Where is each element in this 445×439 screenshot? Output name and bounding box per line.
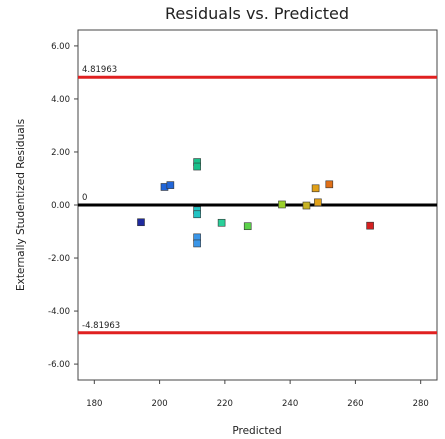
x-tick-label: 200 — [151, 399, 167, 409]
data-point — [314, 198, 322, 207]
zero-line-label: 0 — [82, 193, 87, 203]
y-tick-label: -2.00 — [48, 254, 70, 264]
data-point — [243, 222, 252, 231]
data-point — [366, 221, 374, 230]
x-axis: 180 200 220 240 260 280 — [86, 380, 429, 409]
data-point — [137, 218, 145, 227]
data-point — [166, 181, 175, 189]
y-tick-label: 0.00 — [51, 201, 70, 211]
x-tick-label: 180 — [86, 399, 102, 409]
x-tick-label: 240 — [282, 399, 298, 409]
y-tick-label: -4.00 — [48, 307, 70, 317]
data-points — [137, 158, 374, 248]
reference-lines: 4.81963 0 -4.81963 — [78, 65, 437, 335]
x-axis-label: Predicted — [232, 425, 281, 437]
y-tick-label: 6.00 — [51, 42, 70, 52]
data-point — [311, 184, 320, 193]
chart-title: Residuals vs. Predicted — [165, 4, 349, 23]
limit-line-label: -4.81963 — [82, 321, 120, 331]
y-tick-label: 4.00 — [51, 95, 70, 105]
data-point — [193, 239, 201, 248]
y-tick-label: 2.00 — [51, 148, 70, 158]
data-point — [217, 218, 226, 227]
x-tick-label: 280 — [413, 399, 429, 409]
limit-line-label: 4.81963 — [82, 65, 117, 75]
y-axis-label: Externally Studentized Residuals — [15, 119, 27, 291]
x-tick-label: 220 — [217, 399, 233, 409]
y-tick-label: -6.00 — [48, 360, 70, 370]
data-point — [325, 180, 334, 189]
data-point — [193, 210, 201, 219]
data-point — [278, 200, 286, 209]
y-axis: -6.00 -4.00 -2.00 0.00 2.00 4.00 6.00 — [48, 42, 78, 370]
x-tick-label: 260 — [347, 399, 363, 409]
data-point — [302, 201, 311, 210]
data-point — [193, 162, 201, 171]
